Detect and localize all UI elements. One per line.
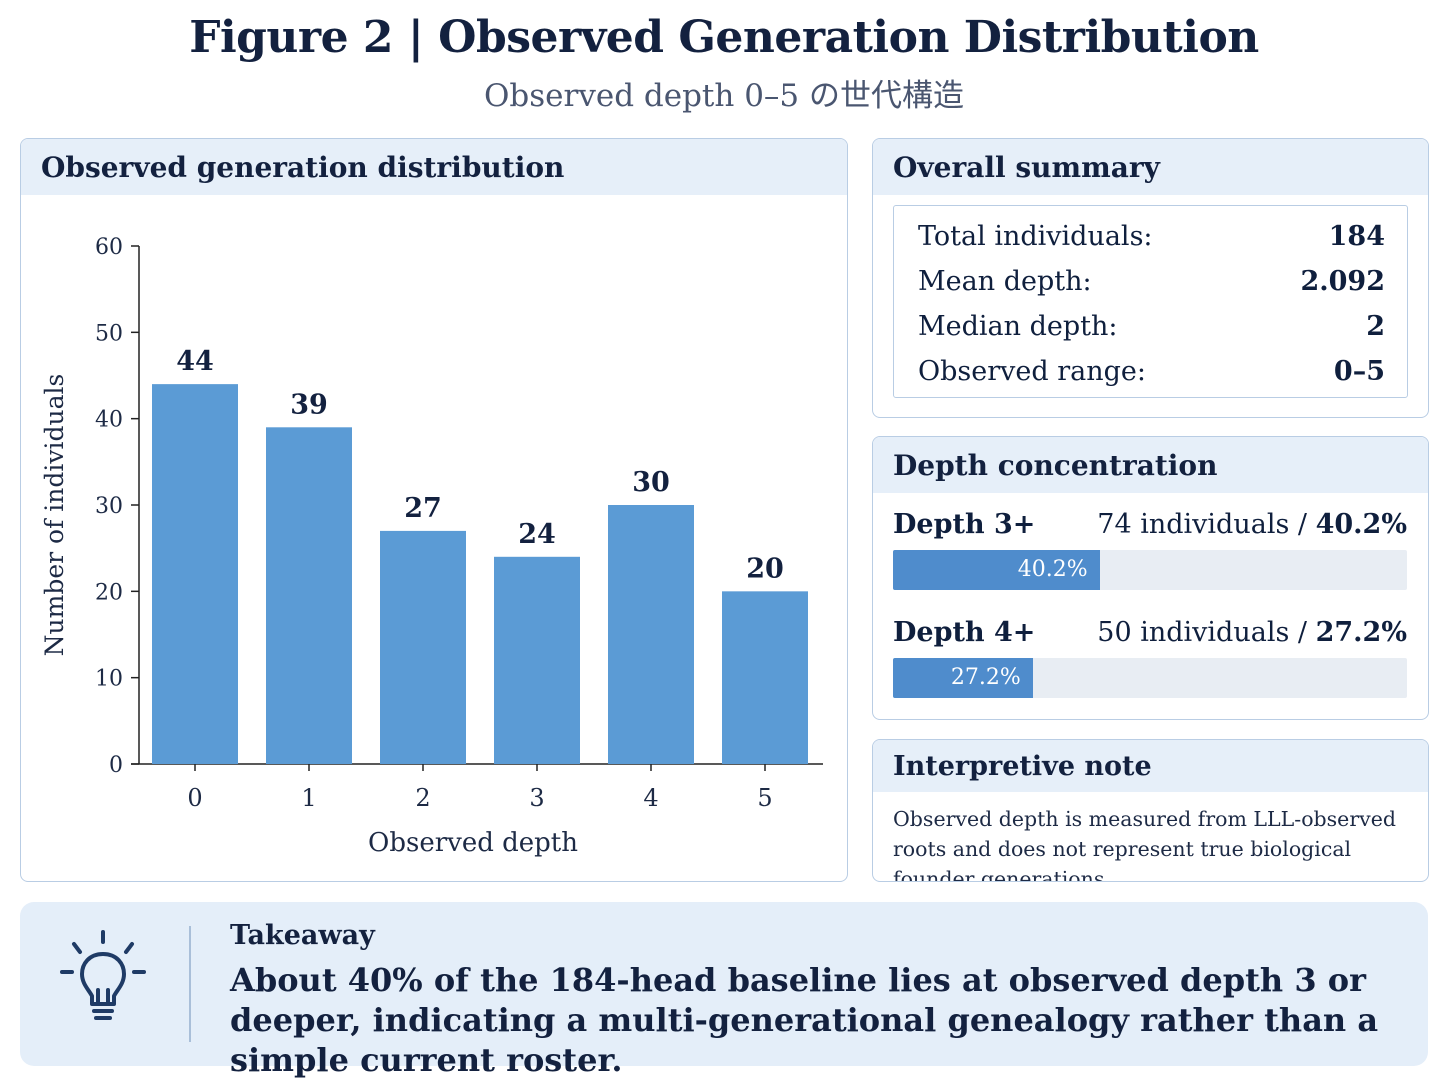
bar-value-label: 30 bbox=[632, 467, 670, 498]
summary-label: Observed range: bbox=[918, 356, 1147, 387]
bar-value-label: 27 bbox=[404, 493, 442, 524]
x-axis-label: Observed depth bbox=[368, 828, 578, 858]
y-tick-label: 20 bbox=[95, 580, 123, 605]
summary-label: Mean depth: bbox=[918, 266, 1092, 297]
summary-row-total: Total individuals: 184 bbox=[918, 214, 1385, 259]
y-tick-label: 40 bbox=[95, 408, 123, 433]
x-tick-label: 5 bbox=[757, 784, 772, 812]
bar bbox=[380, 530, 466, 764]
bar bbox=[608, 505, 694, 764]
x-tick-label: 0 bbox=[187, 784, 202, 812]
bar bbox=[266, 427, 352, 764]
summary-value: 2.092 bbox=[1300, 266, 1385, 297]
bar-chart: 0 10 20 30 40 50 60 44 0 39 1 27 2 24 3 30 4 20 5 Observed … bbox=[40, 235, 823, 858]
summary-value: 2 bbox=[1366, 311, 1385, 342]
concentration-pct: 40.2% bbox=[1315, 509, 1407, 540]
y-tick-label: 0 bbox=[109, 753, 123, 778]
summary-value: 0–5 bbox=[1333, 356, 1385, 387]
bar-value-label: 39 bbox=[290, 389, 328, 420]
concentration-bar: 27.2% bbox=[893, 658, 1407, 698]
x-tick-label: 1 bbox=[301, 784, 316, 812]
bar bbox=[494, 556, 580, 764]
chart-panel: Observed generation distribution 0 10 20 30… bbox=[20, 138, 848, 882]
takeaway-divider bbox=[189, 926, 191, 1042]
concentration-bar-fill: 27.2% bbox=[893, 658, 1033, 698]
note-text: Observed depth is measured from LLL-obse… bbox=[893, 807, 1396, 882]
summary-row-range: Observed range: 0–5 bbox=[918, 349, 1385, 394]
concentration-count: 74 individuals / 40.2% bbox=[1097, 509, 1407, 540]
y-tick-label: 10 bbox=[95, 667, 123, 692]
takeaway-text: About 40% of the 184-head baseline lies … bbox=[230, 961, 1379, 1079]
x-tick-label: 3 bbox=[529, 784, 544, 812]
y-tick-label: 60 bbox=[95, 235, 123, 260]
summary-value: 184 bbox=[1328, 221, 1385, 252]
figure-subtitle: Observed depth 0–5 の世代構造 bbox=[484, 78, 964, 114]
concentration-bar: 40.2% bbox=[893, 550, 1407, 590]
summary-label: Median depth: bbox=[918, 311, 1118, 342]
concentration-pct: 27.2% bbox=[1315, 617, 1407, 648]
x-tick-label: 2 bbox=[415, 784, 430, 812]
y-tick-label: 30 bbox=[95, 494, 123, 519]
chart-panel-title: Observed generation distribution bbox=[21, 139, 847, 195]
lightbulb-icon bbox=[60, 930, 146, 1020]
summary-panel: Overall summary Total individuals: 184 M… bbox=[872, 138, 1429, 418]
figure-title: Figure 2 | Observed Generation Distribut… bbox=[189, 12, 1259, 63]
bar-value-label: 24 bbox=[518, 519, 556, 550]
summary-box: Total individuals: 184 Mean depth: 2.092… bbox=[893, 205, 1408, 398]
bar bbox=[722, 591, 808, 764]
concentration-item-depth4: Depth 4+ 50 individuals / 27.2% 27.2% bbox=[893, 617, 1407, 698]
note-panel: Interpretive note Observed depth is meas… bbox=[872, 739, 1429, 882]
concentration-bar-fill: 40.2% bbox=[893, 550, 1100, 590]
concentration-panel: Depth concentration Depth 3+ 74 individu… bbox=[872, 436, 1429, 720]
summary-panel-title: Overall summary bbox=[873, 139, 1428, 195]
takeaway-box: Takeaway About 40% of the 184-head basel… bbox=[20, 902, 1428, 1079]
x-tick-label: 4 bbox=[643, 784, 658, 812]
y-tick-label: 50 bbox=[95, 321, 123, 346]
summary-row-median: Median depth: 2 bbox=[918, 304, 1385, 349]
bar-value-label: 44 bbox=[176, 346, 214, 377]
bar bbox=[152, 384, 238, 764]
concentration-item-depth3: Depth 3+ 74 individuals / 40.2% 40.2% bbox=[893, 509, 1407, 590]
summary-row-mean: Mean depth: 2.092 bbox=[918, 259, 1385, 304]
takeaway-title: Takeaway bbox=[230, 920, 375, 951]
y-axis-label: Number of individuals bbox=[40, 374, 69, 657]
summary-label: Total individuals: bbox=[918, 221, 1153, 252]
concentration-count: 50 individuals / 27.2% bbox=[1097, 617, 1407, 648]
concentration-label: Depth 4+ bbox=[893, 617, 1036, 648]
concentration-panel-title: Depth concentration bbox=[873, 437, 1428, 493]
bar-value-label: 20 bbox=[746, 553, 784, 584]
concentration-label: Depth 3+ bbox=[893, 509, 1036, 540]
note-panel-title: Interpretive note bbox=[873, 740, 1428, 792]
